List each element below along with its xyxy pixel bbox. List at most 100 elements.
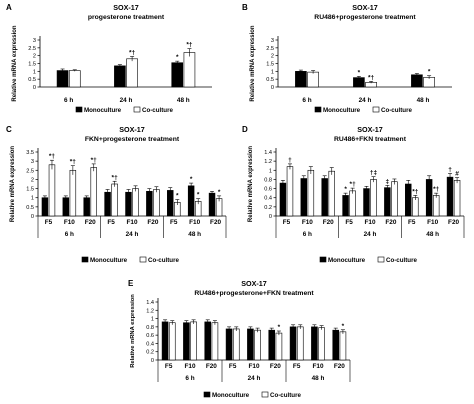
bar-monoculture xyxy=(41,197,49,217)
x-category-label: 24 h xyxy=(359,97,372,104)
y-tick-label: 2.5 xyxy=(28,46,36,52)
bar-coculture xyxy=(48,164,56,217)
y-tick-label: 0.4 xyxy=(146,341,154,347)
bar-coculture xyxy=(69,169,77,217)
y-tick-label: 0 xyxy=(33,85,36,91)
x-category-label: F20 xyxy=(210,219,221,226)
x-category-label: F10 xyxy=(248,363,259,370)
bar-coculture xyxy=(168,322,176,361)
y-tick-label: 1.5 xyxy=(266,62,274,68)
bar-monoculture xyxy=(161,321,169,361)
significance-mark: *† xyxy=(112,174,119,181)
bar-monoculture xyxy=(247,328,254,361)
bar-monoculture xyxy=(321,178,328,217)
bar-monoculture xyxy=(225,328,233,361)
y-tick-label: 1 xyxy=(31,196,34,202)
bar-monoculture xyxy=(83,197,90,217)
panel-letter: B xyxy=(242,3,248,12)
bar-monoculture xyxy=(279,182,287,217)
legend-label-coculture: Co-culture xyxy=(270,392,301,399)
x-group-label: 24 h xyxy=(364,231,377,238)
x-category-label: 6 h xyxy=(302,97,311,104)
x-group-label: 6 h xyxy=(303,231,312,238)
legend-swatch-monoculture xyxy=(81,256,89,263)
x-category-label: F10 xyxy=(427,219,438,226)
panel-b: B SOX-17 RU486+progesterone treatment Relat… xyxy=(242,3,452,114)
x-category-label: 48 h xyxy=(177,97,190,104)
y-tick-label: 1.5 xyxy=(28,62,36,68)
significance-mark: *† xyxy=(368,74,375,81)
y-tick-label: 3 xyxy=(271,38,274,44)
bar-coculture xyxy=(307,71,319,88)
x-category-label: F10 xyxy=(312,363,323,370)
legend-swatch-coculture xyxy=(377,256,385,263)
x-group-label: 48 h xyxy=(426,231,439,238)
y-tick-label: 2.5 xyxy=(26,168,34,174)
y-tick-label: 0.5 xyxy=(26,205,34,211)
x-category-label: F10 xyxy=(302,219,313,226)
chart-subtitle: progesterone treatment xyxy=(88,14,165,21)
bar-monoculture xyxy=(268,329,276,361)
y-tick-label: 0 xyxy=(151,358,154,364)
x-category-label: F10 xyxy=(364,219,375,226)
legend-swatch-coculture xyxy=(139,256,147,263)
y-tick-label: 1 xyxy=(271,69,274,75)
x-category-label: 24 h xyxy=(120,97,133,104)
bar-coculture xyxy=(68,70,81,88)
legend-label-coculture: Co-culture xyxy=(381,107,412,114)
y-tick-label: 2 xyxy=(33,54,36,60)
chart-subtitle: RU486+progesterone+FKN treatment xyxy=(194,290,314,297)
significance-mark: * xyxy=(342,323,345,330)
y-tick-label: 3 xyxy=(31,159,34,165)
legend-swatch-coculture xyxy=(261,391,269,398)
y-tick-label: 2 xyxy=(31,177,34,183)
chart-title: SOX-17 xyxy=(352,3,378,12)
bar-monoculture xyxy=(384,187,391,217)
bar-monoculture xyxy=(363,188,370,217)
bar-monoculture xyxy=(295,71,307,88)
y-tick-label: 1 xyxy=(269,168,272,174)
significance-mark: *† xyxy=(186,42,193,49)
y-tick-label: 0.6 xyxy=(264,187,272,193)
y-tick-label: 0.5 xyxy=(266,77,274,83)
legend-label-monoculture: Monoculture xyxy=(328,257,366,264)
panel-letter: C xyxy=(6,125,12,134)
significance-mark: * xyxy=(344,186,347,193)
significance-mark: *† xyxy=(433,186,440,193)
legend-label-monoculture: Monoculture xyxy=(84,107,122,114)
significance-mark: * xyxy=(197,192,200,199)
panel-letter: A xyxy=(6,3,12,12)
significance-mark: *† xyxy=(49,153,56,160)
y-tick-label: 1.2 xyxy=(146,308,154,314)
legend-label-monoculture: Monoculture xyxy=(323,107,361,114)
chart-title: SOX-17 xyxy=(357,125,383,134)
significance-mark: *† xyxy=(350,181,357,188)
bar-coculture xyxy=(307,169,315,217)
y-axis-label: Relative mRNA expression xyxy=(130,294,136,368)
chart-subtitle: RU486+progesterone treatment xyxy=(314,14,416,21)
x-category-label: F5 xyxy=(229,363,237,370)
bar-monoculture xyxy=(405,183,412,217)
y-tick-label: 0.4 xyxy=(264,196,272,202)
bar-monoculture xyxy=(342,195,349,217)
legend-swatch-monoculture xyxy=(319,256,327,263)
panel-letter: E xyxy=(128,279,134,288)
bar-coculture xyxy=(126,58,138,88)
bar-coculture xyxy=(190,321,197,361)
bar-monoculture xyxy=(300,178,308,217)
x-category-label: F5 xyxy=(45,219,53,226)
significance-mark: * xyxy=(218,189,221,196)
x-category-label: F5 xyxy=(408,219,416,226)
legend-label-coculture: Co-culture xyxy=(148,257,179,264)
x-category-label: F5 xyxy=(293,363,301,370)
x-category-label: F5 xyxy=(345,219,353,226)
bar-coculture xyxy=(296,326,304,361)
panel-e: E SOX-17 RU486+progesterone+FKN treatment R… xyxy=(128,279,351,399)
y-tick-label: 1.4 xyxy=(146,300,154,306)
x-group-label: 48 h xyxy=(312,375,325,382)
bar-monoculture xyxy=(171,62,184,88)
y-tick-label: 1.5 xyxy=(26,187,34,193)
bar-monoculture xyxy=(204,321,212,361)
significance-mark: * xyxy=(358,69,361,76)
